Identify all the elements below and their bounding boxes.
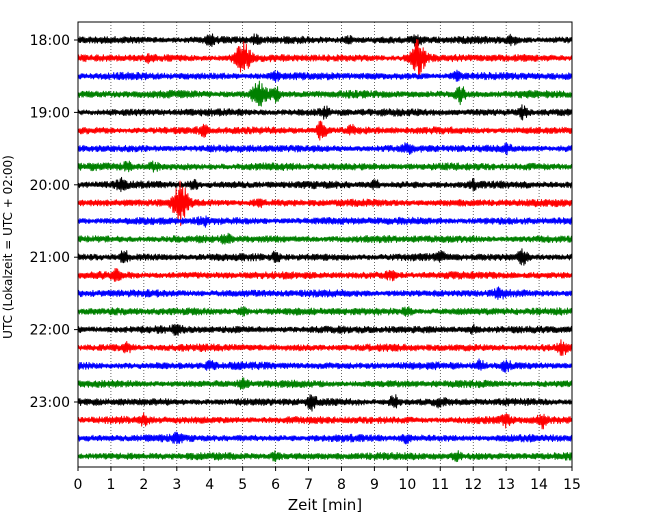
y-tick-label: 22:00 [30, 323, 70, 339]
x-tick-label: 14 [530, 477, 548, 493]
seismogram-trace [77, 286, 573, 300]
seismogram-trace [77, 306, 573, 317]
x-tick-label: 4 [205, 477, 214, 493]
seismogram-trace [77, 377, 573, 390]
seismogram-trace [77, 412, 573, 430]
grid-lines [110, 22, 540, 467]
y-axis-ticks: 18:00 19:00 20:00 21:00 22:00 23:00 [30, 33, 78, 411]
x-tick-label: 6 [271, 477, 280, 493]
seismogram-trace [77, 215, 573, 228]
seismogram-trace [77, 394, 573, 412]
x-tick-label: 15 [563, 477, 581, 493]
y-tick-label: 20:00 [30, 178, 70, 194]
seismogram-trace [77, 39, 573, 79]
x-tick-label: 8 [337, 477, 346, 493]
x-tick-label: 13 [497, 477, 515, 493]
seismogram-trace [77, 180, 573, 227]
x-tick-label: 2 [139, 477, 148, 493]
seismogram-trace [77, 431, 573, 445]
y-axis-label: UTC (Lokalzeit = UTC + 02:00) [1, 155, 15, 339]
seismogram-trace [77, 248, 573, 266]
seismogram-trace [77, 142, 573, 156]
x-tick-label: 0 [74, 477, 83, 493]
seismogram-trace [77, 104, 573, 121]
seismogram-trace [77, 268, 573, 282]
seismogram-trace [77, 80, 573, 107]
x-tick-label: 11 [431, 477, 449, 493]
y-tick-label: 21:00 [30, 250, 70, 266]
x-tick-label: 5 [238, 477, 247, 493]
plot-frame [77, 21, 573, 468]
y-tick-label: 23:00 [30, 395, 70, 411]
x-tick-label: 1 [106, 477, 115, 493]
seismogram-trace [77, 339, 573, 356]
seismogram-trace [77, 232, 573, 245]
x-tick-label: 10 [398, 477, 416, 493]
x-tick-label: 3 [172, 477, 181, 493]
seismogram-trace [77, 69, 573, 83]
seismogram-trace [77, 160, 573, 173]
seismogram-trace [77, 323, 573, 336]
seismogram-trace [77, 358, 573, 373]
seismogram-trace [77, 120, 573, 141]
y-tick-label: 19:00 [30, 105, 70, 121]
x-tick-label: 12 [464, 477, 482, 493]
x-axis-label: Zeit [min] [288, 496, 362, 514]
y-tick-label: 18:00 [30, 33, 70, 49]
seismogram-trace [77, 176, 573, 193]
trace-group [77, 33, 573, 463]
seismogram-trace [77, 33, 573, 48]
x-tick-label: 7 [304, 477, 313, 493]
x-tick-label: 9 [370, 477, 379, 493]
seismogram-trace [77, 450, 573, 463]
x-axis-ticks: 0 1 2 3 4 5 6 7 8 9 10 11 12 13 14 15 [74, 467, 581, 493]
